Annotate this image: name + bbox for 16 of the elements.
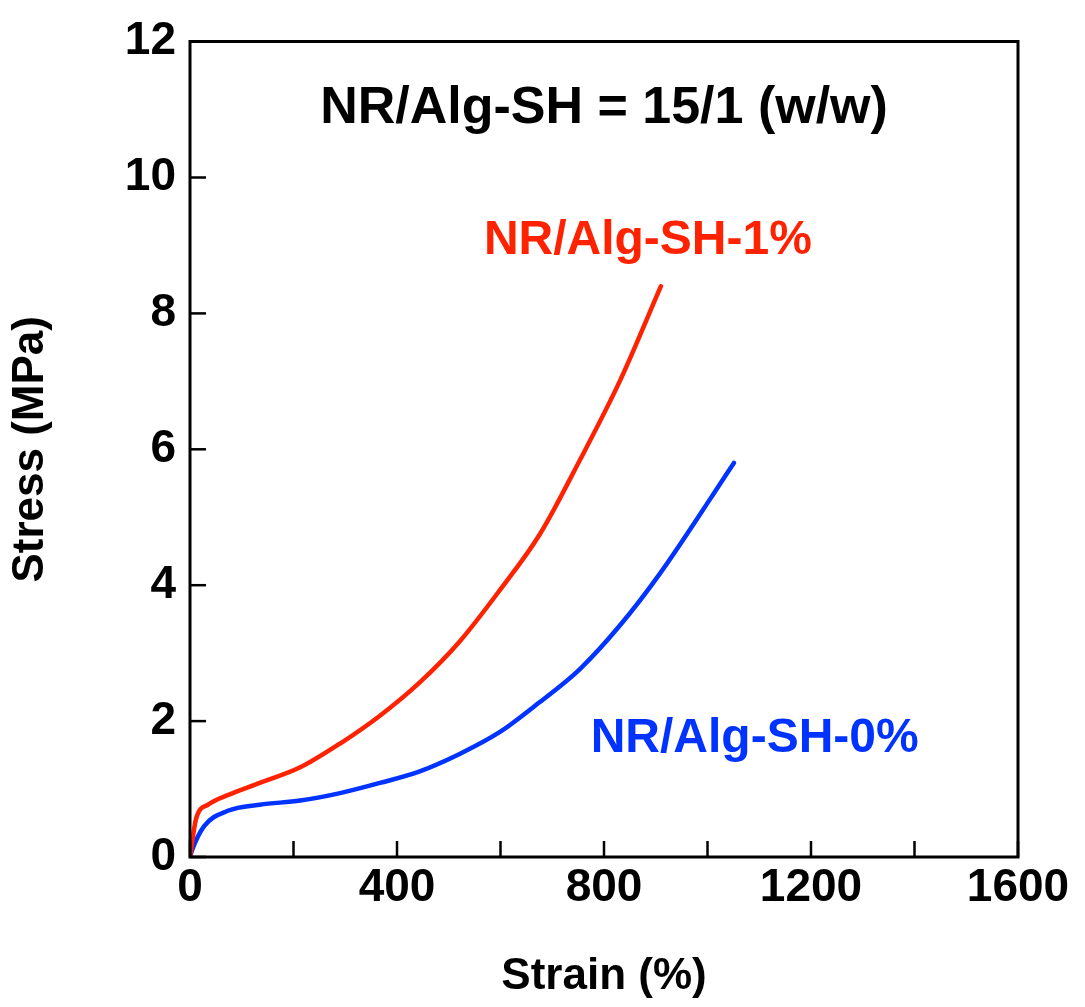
y-tick-label: 4 <box>150 555 177 608</box>
x-tick-label: 400 <box>358 859 436 912</box>
series-label: NR/Alg-SH-0% <box>590 709 919 762</box>
x-tick-label: 1600 <box>966 859 1070 912</box>
y-tick-label: 8 <box>150 284 176 337</box>
text: NR/Alg-SH = 15/1 (w/w) <box>320 75 888 134</box>
y-tick-label: 12 <box>124 12 176 65</box>
x-tick-label: 800 <box>565 859 643 912</box>
y-tick-label: 0 <box>150 827 176 880</box>
y-axis-title: Stress (MPa) <box>2 316 52 583</box>
y-tick-label: 10 <box>124 148 176 201</box>
y-tick-label: 6 <box>150 419 176 472</box>
y-tick-label: 2 <box>150 691 176 744</box>
x-tick-label: 1200 <box>759 859 863 912</box>
series-label: NR/Alg-SH-1% <box>483 210 812 264</box>
x-axis-title: Strain (%) <box>501 948 707 998</box>
